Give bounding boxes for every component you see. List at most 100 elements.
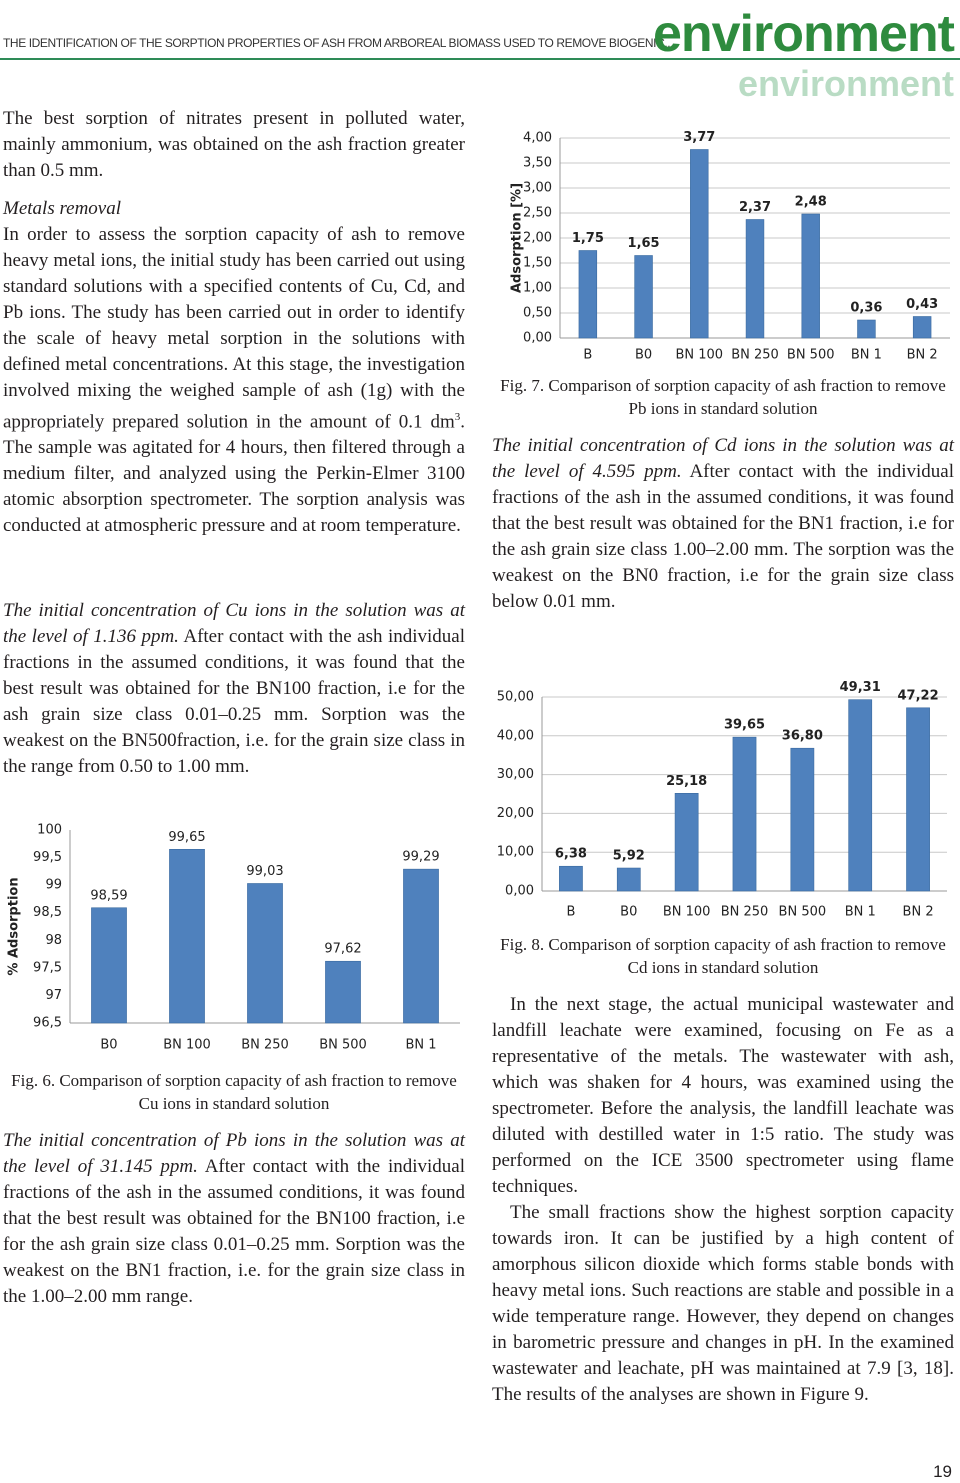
paragraph: The initial concentration of Pb ions in … — [3, 1128, 465, 1310]
data-label: 99,03 — [246, 864, 283, 879]
y-tick-label: 10,00 — [497, 845, 534, 860]
y-tick-label: 0,00 — [505, 884, 534, 899]
bar — [912, 316, 932, 339]
y-tick-label: 98,5 — [33, 905, 62, 920]
data-label: 99,29 — [402, 850, 439, 865]
paragraph: The small fractions show the highest sor… — [492, 1202, 954, 1405]
data-label: 39,65 — [724, 718, 765, 733]
chart: 96,5 97 97,5 98 98,5 99 99,5 100 % Adsorption B0 9… — [7, 823, 460, 1053]
chart: 0,00 0,50 1,00 1,50 2,00 2,50 3,00 3,50 4,00 Adso… — [510, 130, 950, 363]
bar — [91, 907, 127, 1024]
text: After contact with the ash individual fr… — [3, 626, 465, 777]
x-tick-label: BN 100 — [675, 348, 723, 363]
y-tick-label: 30,00 — [497, 767, 534, 782]
x-tick-label: B0 — [620, 905, 637, 920]
paragraph: The initial concentration of Cu ions in … — [3, 598, 465, 780]
data-label: 25,18 — [666, 774, 707, 789]
data-label: 97,62 — [324, 942, 361, 957]
x-tick-label: B — [566, 905, 575, 920]
bar — [403, 868, 439, 1024]
paragraph: In the next stage, the actual municipal … — [492, 994, 954, 1197]
x-tick-label: B — [583, 348, 592, 363]
data-label: 99,65 — [168, 830, 205, 845]
text: After contact with the individual fracti… — [492, 461, 954, 612]
data-label: 49,31 — [840, 680, 881, 695]
text: After contact with the individual fracti… — [3, 1156, 465, 1307]
y-tick-label: 100 — [37, 823, 62, 838]
chart: 0,00 10,00 20,00 30,00 40,00 50,00 B 6,38 B0 5,92… — [497, 680, 947, 920]
data-label: 36,80 — [782, 729, 823, 744]
y-tick-label: 20,00 — [497, 806, 534, 821]
figure-caption: Fig. 8. Comparison of sorption capacity … — [500, 935, 946, 977]
italic-text: The initial concentration of Cd ions in … — [492, 435, 954, 482]
logo-shadow: environment — [737, 63, 954, 104]
text: . The sample was agitated for 4 hours, t… — [3, 411, 465, 537]
y-tick-label: 3,50 — [523, 156, 552, 171]
x-tick-label: BN 2 — [907, 348, 938, 363]
x-tick-label: BN 250 — [731, 348, 779, 363]
data-label: 0,36 — [850, 301, 882, 316]
bar — [674, 793, 699, 892]
bar — [857, 319, 876, 339]
y-tick-label: 98 — [45, 933, 62, 948]
x-tick-label: BN 500 — [779, 905, 827, 920]
bar — [848, 699, 873, 892]
x-tick-label: B0 — [100, 1038, 117, 1053]
data-label: 3,77 — [683, 130, 715, 145]
figure-caption: Fig. 7. Comparison of sorption capacity … — [500, 376, 946, 418]
y-tick-label: 0,50 — [523, 306, 552, 321]
bar — [690, 149, 709, 339]
x-tick-label: BN 500 — [319, 1038, 367, 1053]
data-label: 2,37 — [739, 200, 771, 215]
bar — [559, 865, 583, 892]
bar — [801, 213, 820, 339]
y-tick-label: 96,5 — [33, 1016, 62, 1031]
y-tick-label: 2,00 — [523, 231, 552, 246]
paragraph: The best sorption of nitrates present in… — [3, 108, 465, 181]
x-tick-label: BN 100 — [163, 1038, 211, 1053]
page-number: 19 — [933, 1462, 952, 1481]
italic-text: The initial concentration of Pb ions in … — [3, 1130, 465, 1177]
x-tick-label: BN 250 — [721, 905, 769, 920]
x-tick-label: B0 — [635, 348, 652, 363]
y-tick-label: 99 — [45, 878, 62, 893]
bar — [578, 250, 598, 339]
y-tick-label: 2,50 — [523, 206, 552, 221]
y-tick-label: 97,5 — [33, 960, 62, 975]
x-tick-label: BN 1 — [845, 905, 876, 920]
bar — [906, 707, 930, 892]
data-label: 98,59 — [90, 888, 127, 903]
bar — [634, 255, 653, 339]
x-tick-label: BN 1 — [405, 1038, 436, 1053]
y-tick-label: 1,50 — [523, 256, 552, 271]
data-label: 0,43 — [906, 297, 938, 312]
section-heading: Metals removal — [3, 198, 122, 219]
x-tick-label: BN 1 — [851, 348, 882, 363]
bar — [169, 848, 205, 1024]
x-tick-label: BN 100 — [663, 905, 711, 920]
y-tick-label: 97 — [45, 988, 62, 1003]
paragraph: In order to assess the sorption capacity… — [3, 222, 465, 539]
y-tick-label: 4,00 — [523, 131, 552, 146]
y-tick-label: 1,00 — [523, 281, 552, 296]
figure-caption: Fig. 6. Comparison of sorption capacity … — [11, 1071, 457, 1113]
data-label: 1,75 — [572, 231, 604, 246]
data-label: 1,65 — [628, 236, 660, 251]
header-rule — [0, 58, 960, 60]
data-label: 5,92 — [613, 849, 645, 864]
y-axis-label: Adsorption [%] — [510, 183, 525, 293]
logo: environment — [652, 5, 955, 63]
text: In order to assess the sorption capacity… — [3, 224, 465, 433]
y-tick-label: 3,00 — [523, 181, 552, 196]
bar — [732, 736, 757, 892]
bar — [616, 867, 641, 892]
y-axis-label: % Adsorption — [7, 877, 22, 975]
x-tick-label: BN 500 — [787, 348, 835, 363]
data-label: 6,38 — [555, 847, 587, 862]
data-label: 47,22 — [898, 688, 939, 703]
y-tick-label: 99,5 — [33, 850, 62, 865]
x-tick-label: BN 2 — [903, 905, 934, 920]
y-tick-label: 50,00 — [497, 690, 534, 705]
superscript: 3 — [454, 411, 461, 423]
y-tick-label: 40,00 — [497, 728, 534, 743]
